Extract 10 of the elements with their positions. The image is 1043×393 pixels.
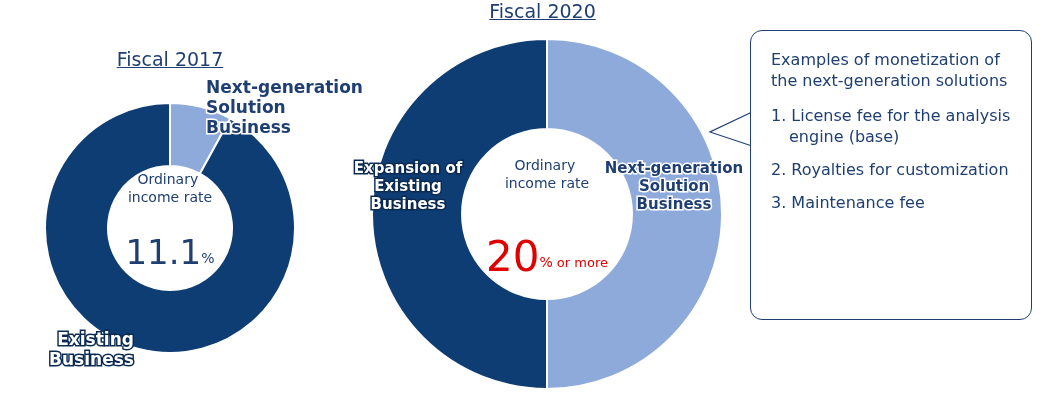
chart-title: Fiscal 2017 [116, 48, 224, 70]
text: 20% or more [486, 231, 608, 281]
text: 2. Royalties for customization [771, 159, 1010, 180]
chart-title: Fiscal 2020 [489, 0, 596, 22]
text: Examples of monetization of the next-generation solutions [771, 49, 1009, 91]
text: 3. Maintenance fee [771, 192, 926, 213]
text: Ordinary income rate [127, 171, 213, 205]
text: 11.1% [125, 232, 215, 272]
text: 1. License fee for the analysis engine (base) [771, 105, 1012, 147]
text: Ordinary income rate [504, 157, 590, 191]
